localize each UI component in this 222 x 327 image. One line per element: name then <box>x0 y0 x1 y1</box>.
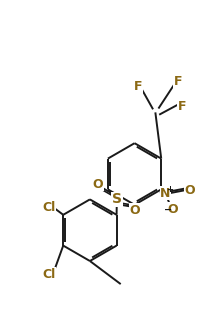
Text: +: + <box>166 184 173 194</box>
Text: F: F <box>178 100 186 113</box>
Text: Cl: Cl <box>42 200 56 214</box>
Text: −: − <box>164 204 172 215</box>
Text: S: S <box>112 192 122 206</box>
Text: F: F <box>134 80 143 94</box>
Text: Cl: Cl <box>42 267 56 281</box>
Text: O: O <box>168 203 178 216</box>
Text: O: O <box>92 178 103 191</box>
Text: O: O <box>185 184 195 197</box>
Text: F: F <box>173 75 182 88</box>
Text: N: N <box>160 187 170 200</box>
Text: O: O <box>129 204 140 217</box>
